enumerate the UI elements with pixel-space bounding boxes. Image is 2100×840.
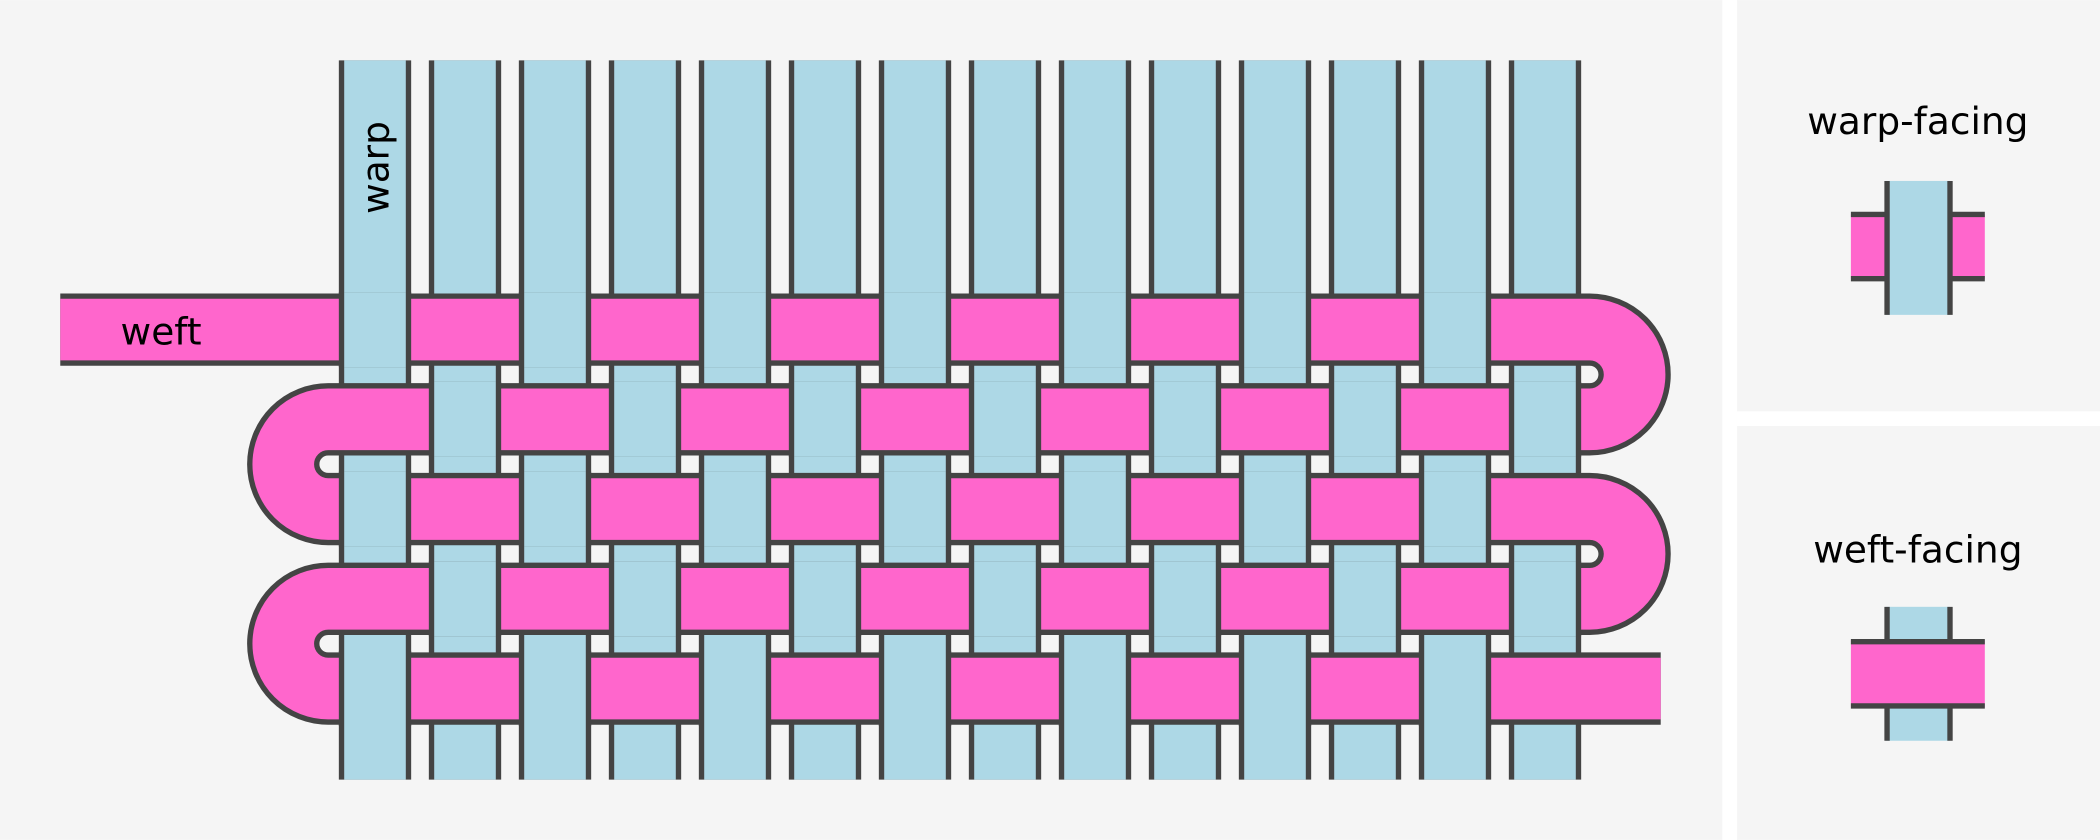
warp-facing-icon — [1850, 180, 1985, 315]
weft-thread — [60, 298, 1666, 720]
warp-label: warp — [353, 121, 397, 214]
warp-crossings — [338, 292, 1582, 727]
weft-thread — [60, 293, 1671, 725]
weft-facing-label: weft-facing — [1813, 528, 2022, 572]
warp-facing-label: warp-facing — [1807, 99, 2028, 143]
weft-facing-icon — [1850, 606, 1985, 741]
weft-label: weft — [121, 309, 202, 353]
